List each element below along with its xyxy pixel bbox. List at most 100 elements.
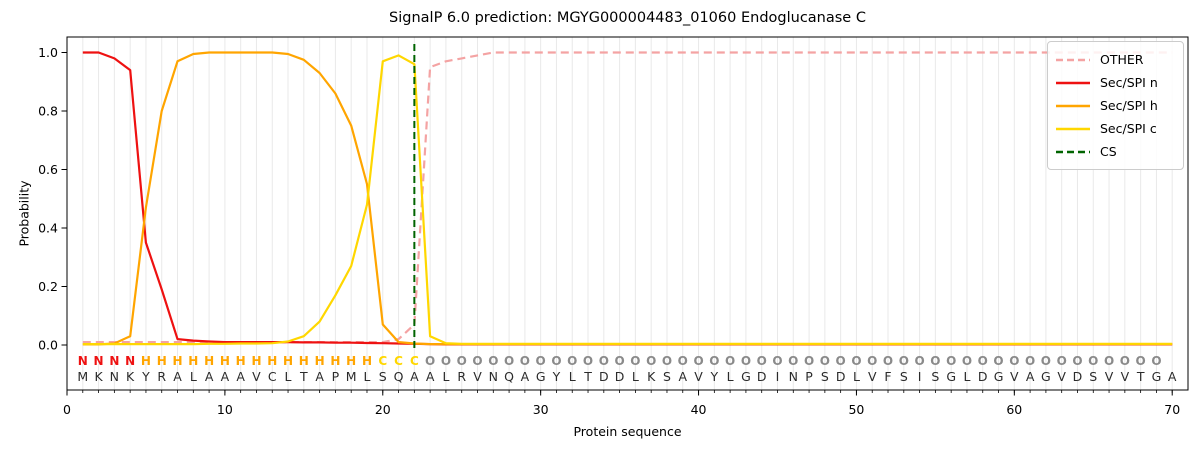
sequence-char: A — [315, 369, 324, 384]
sequence-char: Q — [394, 369, 404, 384]
sequence-char: G — [994, 369, 1004, 384]
region-label-char: H — [267, 354, 277, 368]
region-label-char: O — [820, 354, 830, 368]
region-label-char: O — [662, 354, 672, 368]
legend-swatch-line — [1056, 81, 1090, 84]
region-label-char: O — [1120, 354, 1130, 368]
sequence-char: Y — [141, 369, 150, 384]
region-label-char: H — [236, 354, 246, 368]
legend-box: OTHER Sec/SPI n Sec/SPI h Sec/SPI c CS — [1047, 41, 1184, 170]
legend-label: Sec/SPI h — [1100, 98, 1158, 113]
y-tick-label: 0.0 — [38, 338, 58, 353]
region-label-char: O — [962, 354, 972, 368]
sequence-char: V — [1057, 369, 1066, 384]
region-label-char: N — [125, 354, 135, 368]
sequence-char: K — [126, 369, 135, 384]
sequence-char: D — [757, 369, 767, 384]
sequence-char: L — [569, 369, 576, 384]
sequence-char: A — [410, 369, 419, 384]
region-label-char: O — [993, 354, 1003, 368]
region-label-char: O — [757, 354, 767, 368]
x-tick-label: 50 — [848, 402, 864, 417]
sequence-char: I — [776, 369, 780, 384]
region-label-char: O — [1151, 354, 1161, 368]
sequence-char: K — [647, 369, 656, 384]
x-tick-label: 20 — [375, 402, 391, 417]
legend-label: CS — [1100, 144, 1117, 159]
region-label-char: O — [836, 354, 846, 368]
sequence-char: A — [221, 369, 230, 384]
region-label-char: O — [457, 354, 467, 368]
sequence-char: T — [1136, 369, 1145, 384]
sequence-char: G — [946, 369, 956, 384]
sequence-char: S — [1089, 369, 1097, 384]
region-label-char: O — [899, 354, 909, 368]
y-axis-label: Probability — [16, 180, 32, 247]
sequence-char: S — [931, 369, 939, 384]
sequence-char: V — [1121, 369, 1130, 384]
sequence-char: R — [457, 369, 466, 384]
sequence-char: A — [521, 369, 530, 384]
sequence-char: D — [599, 369, 609, 384]
x-tick-label: 40 — [691, 402, 707, 417]
region-label-char: O — [693, 354, 703, 368]
region-label-char: O — [488, 354, 498, 368]
region-label-char: C — [410, 354, 419, 368]
region-label-char: O — [678, 354, 688, 368]
sequence-char: T — [299, 369, 308, 384]
region-label-char: H — [362, 354, 372, 368]
region-label-char: O — [615, 354, 625, 368]
plot-border — [66, 36, 1189, 391]
sequence-char: S — [821, 369, 829, 384]
legend-label: Sec/SPI n — [1100, 75, 1158, 90]
region-label-char: O — [646, 354, 656, 368]
y-tick-label: 0.8 — [38, 104, 58, 119]
sequence-char: Y — [552, 369, 561, 384]
sequence-char: G — [741, 369, 751, 384]
sequence-char: D — [615, 369, 625, 384]
y-tick-label: 1.0 — [38, 45, 58, 60]
y-tick-label: 0.2 — [38, 279, 58, 294]
sequence-char: L — [963, 369, 970, 384]
x-tick-label: 60 — [1006, 402, 1022, 417]
region-label-char: O — [504, 354, 514, 368]
region-label-char: O — [583, 354, 593, 368]
sequence-char: N — [489, 369, 498, 384]
region-label-char: O — [1104, 354, 1114, 368]
sequence-char: P — [805, 369, 813, 384]
sequence-char: G — [1041, 369, 1051, 384]
region-label-char: C — [378, 354, 387, 368]
region-label-char: H — [204, 354, 214, 368]
sequence-char: V — [694, 369, 703, 384]
sequence-char: L — [190, 369, 197, 384]
region-label-char: O — [441, 354, 451, 368]
region-label-char: H — [315, 354, 325, 368]
region-label-char: N — [94, 354, 104, 368]
region-label-char: O — [883, 354, 893, 368]
sequence-char: N — [110, 369, 119, 384]
legend-swatch-line — [1056, 127, 1090, 130]
sequence-char: A — [236, 369, 245, 384]
legend-item-cs: CS — [1056, 140, 1183, 163]
region-label-char: O — [867, 354, 877, 368]
legend-label: OTHER — [1100, 52, 1144, 67]
region-label-char: O — [1041, 354, 1051, 368]
legend-swatch-line — [1056, 150, 1090, 153]
sequence-char: A — [426, 369, 435, 384]
legend-item-other: OTHER — [1056, 48, 1183, 71]
legend-swatch-line — [1056, 58, 1090, 61]
region-label-char: O — [1136, 354, 1146, 368]
sequence-char: Q — [504, 369, 514, 384]
sequence-char: L — [442, 369, 449, 384]
series-line-sec-spi-n — [82, 51, 1173, 346]
sequence-char: A — [678, 369, 687, 384]
x-tick-label: 10 — [217, 402, 233, 417]
region-label-char: H — [346, 354, 356, 368]
sequence-char: R — [157, 369, 166, 384]
sequence-char: L — [727, 369, 734, 384]
sequence-char: G — [1152, 369, 1162, 384]
region-label-char: O — [1009, 354, 1019, 368]
x-axis-label: Protein sequence — [573, 424, 682, 439]
region-label-char: O — [567, 354, 577, 368]
